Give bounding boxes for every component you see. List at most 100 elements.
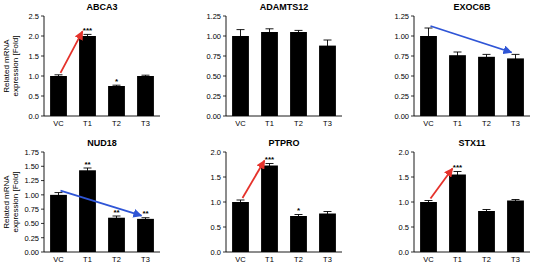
- error-stem: [486, 54, 487, 59]
- error-bar: [84, 168, 92, 173]
- error-stem: [87, 168, 88, 173]
- error-cap: [425, 28, 433, 29]
- error-cap: [55, 77, 63, 78]
- error-cap: [113, 219, 121, 220]
- x-tick-label: T1: [265, 119, 274, 128]
- bar: [319, 46, 336, 116]
- error-bar: [483, 54, 491, 59]
- error-cap: [483, 54, 491, 55]
- y-tick-label: 0.0: [29, 112, 39, 121]
- error-cap: [237, 42, 245, 43]
- chart-title: PTPRO: [268, 138, 299, 148]
- y-tick-label: 1.0: [211, 198, 221, 207]
- error-bar: [266, 29, 274, 35]
- error-bar: [425, 28, 433, 44]
- y-tick-label: 0.0: [211, 248, 221, 257]
- bar: [137, 219, 154, 252]
- y-tick-label: 0.75: [206, 52, 221, 61]
- x-axis: [226, 116, 342, 117]
- chart-title: ABCA3: [86, 2, 117, 12]
- bar: [290, 32, 307, 116]
- error-bar: [425, 201, 433, 204]
- y-tick-label: 1.00: [206, 32, 221, 41]
- y-tick-label: 1.0: [29, 72, 39, 81]
- error-cap: [483, 59, 491, 60]
- error-cap: [324, 51, 332, 52]
- error-cap: [55, 192, 63, 193]
- bar: [79, 170, 96, 252]
- y-axis: [44, 152, 45, 252]
- y-tick-label: 1.5: [29, 52, 39, 61]
- trend-arrow: [431, 26, 512, 52]
- error-stem: [457, 52, 458, 58]
- error-stem: [240, 30, 241, 43]
- panel: NUD180.000.250.500.751.001.251.501.75Rel…: [2, 138, 160, 264]
- bar: [79, 36, 96, 116]
- error-cap: [483, 212, 491, 213]
- error-cap: [266, 28, 274, 29]
- error-stem: [327, 212, 328, 216]
- y-tick-label: 0.5: [399, 223, 409, 232]
- error-bar: [237, 200, 245, 204]
- y-tick-label: 0.00: [394, 112, 409, 121]
- bar: [261, 166, 278, 253]
- bar: [449, 175, 466, 253]
- error-bar: [55, 193, 63, 198]
- bar: [261, 32, 278, 116]
- significance-label: ***: [453, 163, 463, 172]
- error-cap: [512, 62, 520, 63]
- error-cap: [142, 75, 150, 76]
- x-tick-label: T2: [482, 119, 491, 128]
- y-tick-label: 1.00: [24, 191, 39, 200]
- error-bar: [295, 30, 303, 33]
- error-cap: [142, 76, 150, 77]
- y-tick-label: 0.25: [206, 92, 221, 101]
- bar: [449, 55, 466, 116]
- chart-title: NUD18: [87, 138, 117, 148]
- x-tick-label: T1: [453, 255, 462, 264]
- x-tick-label: T1: [265, 255, 274, 264]
- y-axis: [414, 16, 415, 116]
- x-tick-label: T3: [323, 255, 332, 264]
- bar: [232, 36, 249, 116]
- error-cap: [425, 200, 433, 201]
- y-tick-label: 0.0: [399, 248, 409, 257]
- chart-title: EXOC6B: [453, 2, 491, 12]
- x-tick-label: VC: [235, 255, 246, 264]
- error-stem: [327, 40, 328, 51]
- error-cap: [266, 35, 274, 36]
- y-tick-label: 1.25: [394, 12, 409, 21]
- error-bar: [237, 30, 245, 43]
- error-cap: [84, 172, 92, 173]
- y-tick-label: 1.0: [399, 198, 409, 207]
- y-axis-label: Related mRNA: [2, 39, 11, 93]
- significance-label: **: [84, 160, 91, 169]
- panel: ABCA30.00.51.01.52.02.5Related mRNAexpre…: [2, 2, 160, 128]
- panel: STX110.00.51.01.52.0VCT1T2T3***: [399, 138, 530, 264]
- error-cap: [324, 211, 332, 212]
- error-cap: [454, 52, 462, 53]
- x-axis: [226, 252, 342, 253]
- panel: EXOC6B0.000.250.500.751.001.25VCT1T2T3: [394, 2, 530, 128]
- x-tick-label: VC: [53, 255, 64, 264]
- error-cap: [425, 44, 433, 45]
- x-tick-label: T3: [511, 255, 520, 264]
- marks: [420, 28, 524, 116]
- y-tick-label: 1.50: [24, 162, 39, 171]
- error-stem: [457, 172, 458, 178]
- bar: [50, 195, 67, 252]
- marks: [50, 168, 154, 252]
- y-tick-label: 1.25: [24, 176, 39, 185]
- error-cap: [512, 199, 520, 200]
- y-tick-label: 1.75: [24, 148, 39, 157]
- chart-title: STX11: [458, 138, 485, 148]
- bar: [420, 202, 437, 252]
- error-bar: [512, 200, 520, 202]
- marks: [420, 172, 524, 253]
- x-tick-label: T2: [294, 119, 303, 128]
- error-cap: [237, 200, 245, 201]
- x-tick-label: VC: [423, 255, 434, 264]
- y-tick-label: 0.75: [394, 52, 409, 61]
- bar: [290, 216, 307, 252]
- trend-arrow: [61, 31, 83, 72]
